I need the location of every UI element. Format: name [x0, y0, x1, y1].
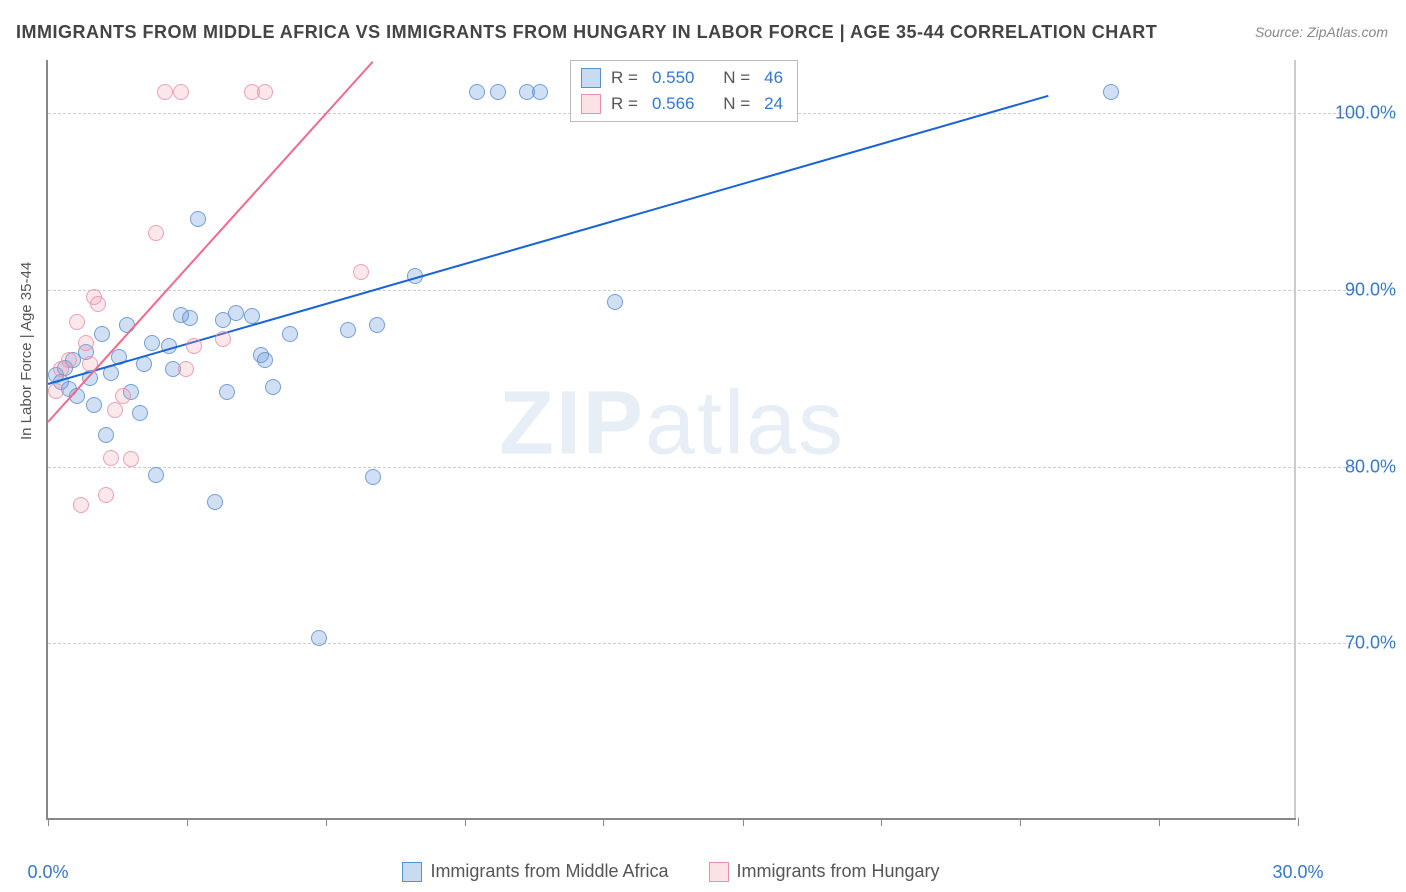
correlation-legend: R = 0.550 N = 46 R = 0.566 N = 24 [570, 60, 798, 122]
data-point [532, 84, 548, 100]
x-tick [881, 818, 882, 826]
swatch-blue [402, 862, 422, 882]
data-point [490, 84, 506, 100]
data-point [144, 335, 160, 351]
n-label: N = [723, 68, 750, 88]
y-axis-label: In Labor Force | Age 35-44 [18, 262, 35, 440]
data-point [148, 225, 164, 241]
n-label: N = [723, 94, 750, 114]
data-point [48, 383, 64, 399]
data-point [98, 487, 114, 503]
data-point [78, 335, 94, 351]
y-tick-label: 70.0% [1316, 633, 1396, 654]
data-point [115, 388, 131, 404]
source-label: Source: ZipAtlas.com [1255, 24, 1388, 40]
data-point [86, 397, 102, 413]
data-point [90, 296, 106, 312]
chart-title: IMMIGRANTS FROM MIDDLE AFRICA VS IMMIGRA… [16, 22, 1157, 43]
data-point [207, 494, 223, 510]
r-value: 0.566 [652, 94, 695, 114]
data-point [157, 84, 173, 100]
gridline [48, 643, 1356, 644]
r-label: R = [611, 68, 638, 88]
data-point [340, 322, 356, 338]
data-point [182, 310, 198, 326]
watermark: ZIPatlas [499, 372, 845, 475]
data-point [178, 361, 194, 377]
legend-label: Immigrants from Middle Africa [430, 861, 668, 882]
y-tick-label: 100.0% [1316, 103, 1396, 124]
data-point [257, 352, 273, 368]
scatter-chart: ZIPatlas 70.0%80.0%90.0%100.0%0.0%30.0% [46, 60, 1296, 820]
data-point [353, 264, 369, 280]
data-point [148, 467, 164, 483]
x-tick [603, 818, 604, 826]
data-point [61, 352, 77, 368]
data-point [173, 84, 189, 100]
series-legend: Immigrants from Middle Africa Immigrants… [46, 861, 1296, 882]
data-point [265, 379, 281, 395]
data-point [311, 630, 327, 646]
data-point [369, 317, 385, 333]
data-point [257, 84, 273, 100]
r-value: 0.550 [652, 68, 695, 88]
y-tick-label: 80.0% [1316, 456, 1396, 477]
legend-item-blue: Immigrants from Middle Africa [402, 861, 668, 882]
r-label: R = [611, 94, 638, 114]
legend-row-blue: R = 0.550 N = 46 [581, 65, 787, 91]
x-tick [1298, 818, 1299, 826]
data-point [132, 405, 148, 421]
right-axis-line [1294, 60, 1296, 818]
data-point [190, 211, 206, 227]
data-point [73, 497, 89, 513]
swatch-blue [581, 68, 601, 88]
data-point [228, 305, 244, 321]
data-point [607, 294, 623, 310]
swatch-pink [581, 94, 601, 114]
legend-row-pink: R = 0.566 N = 24 [581, 91, 787, 117]
data-point [365, 469, 381, 485]
x-tick [743, 818, 744, 826]
x-tick [1159, 818, 1160, 826]
trend-line [47, 60, 373, 422]
data-point [215, 331, 231, 347]
watermark-zip: ZIP [499, 373, 645, 473]
n-value: 24 [764, 94, 783, 114]
swatch-pink [709, 862, 729, 882]
y-tick-label: 90.0% [1316, 279, 1396, 300]
data-point [69, 314, 85, 330]
data-point [282, 326, 298, 342]
legend-item-pink: Immigrants from Hungary [709, 861, 940, 882]
gridline [48, 467, 1356, 468]
watermark-atlas: atlas [645, 373, 845, 473]
data-point [103, 450, 119, 466]
data-point [123, 451, 139, 467]
n-value: 46 [764, 68, 783, 88]
data-point [98, 427, 114, 443]
x-tick [465, 818, 466, 826]
legend-label: Immigrants from Hungary [737, 861, 940, 882]
data-point [186, 338, 202, 354]
data-point [107, 402, 123, 418]
gridline [48, 290, 1356, 291]
x-tick [1020, 818, 1021, 826]
data-point [469, 84, 485, 100]
x-tick [187, 818, 188, 826]
data-point [219, 384, 235, 400]
x-tick [48, 818, 49, 826]
x-tick [326, 818, 327, 826]
data-point [94, 326, 110, 342]
data-point [1103, 84, 1119, 100]
